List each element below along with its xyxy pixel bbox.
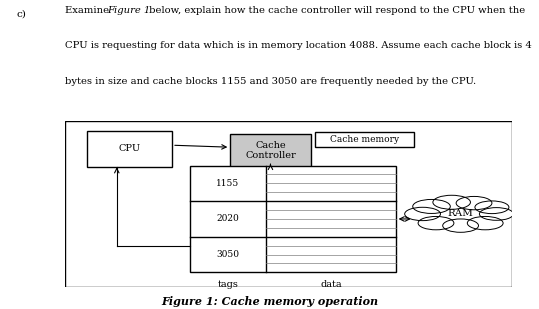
Text: Cache
Controller: Cache Controller xyxy=(245,141,296,160)
Bar xyxy=(315,132,413,147)
Text: below, explain how the cache controller will respond to the CPU when the: below, explain how the cache controller … xyxy=(146,6,525,15)
Text: 3050: 3050 xyxy=(217,250,239,259)
Circle shape xyxy=(418,216,454,230)
Circle shape xyxy=(413,199,450,214)
Circle shape xyxy=(443,219,479,232)
Text: Figure 1: Cache memory operation: Figure 1: Cache memory operation xyxy=(161,296,378,307)
Text: Examine: Examine xyxy=(65,6,112,15)
Bar xyxy=(87,130,172,167)
Circle shape xyxy=(479,208,513,220)
Circle shape xyxy=(456,197,492,210)
Bar xyxy=(230,134,310,167)
Text: bytes in size and cache blocks 1155 and 3050 are frequently needed by the CPU.: bytes in size and cache blocks 1155 and … xyxy=(65,77,476,86)
Text: 1155: 1155 xyxy=(216,179,240,188)
Circle shape xyxy=(467,216,503,230)
Circle shape xyxy=(475,201,509,214)
Text: data: data xyxy=(320,280,342,289)
Text: CPU is requesting for data which is in memory location 4088. Assume each cache b: CPU is requesting for data which is in m… xyxy=(65,41,531,50)
Text: CPU: CPU xyxy=(119,144,141,153)
Text: Figure 1: Figure 1 xyxy=(107,6,150,15)
Text: RAM: RAM xyxy=(448,210,474,218)
Circle shape xyxy=(433,195,471,209)
Text: 2020: 2020 xyxy=(217,214,239,223)
Circle shape xyxy=(405,207,440,221)
Text: c): c) xyxy=(16,9,26,18)
Bar xyxy=(190,166,396,272)
Text: Cache memory: Cache memory xyxy=(330,135,399,144)
Text: tags: tags xyxy=(218,280,238,289)
